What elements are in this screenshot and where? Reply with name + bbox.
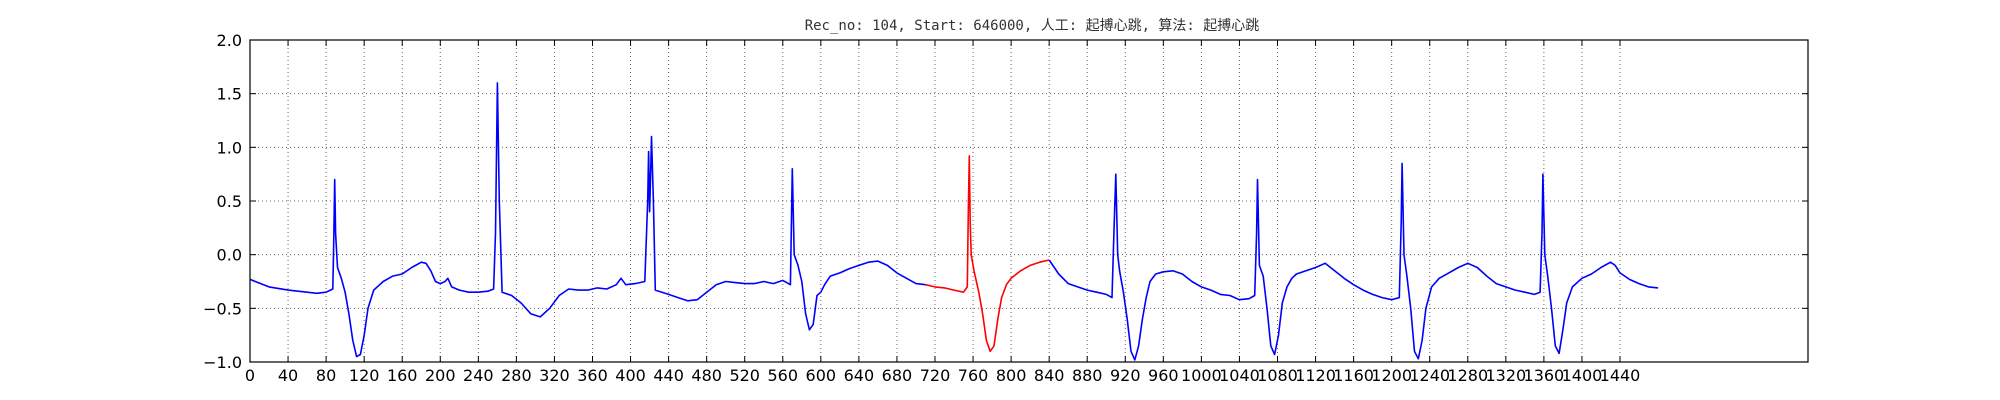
y-tick-label: −0.5 [203,299,242,318]
x-tick-label: 40 [278,366,298,385]
x-axis-ticks: 0 40 80 120 160 200 240 280 320 360 400 440 480 520 56… [245,40,1640,385]
series-layer [249,82,1659,361]
x-tick-label: 800 [996,366,1027,385]
x-tick-label: 1240 [1409,366,1450,385]
x-tick-label: 1360 [1524,366,1565,385]
y-axis-ticks: −1.0 −0.5 0.0 0.5 1.0 1.5 2.0 [203,31,1808,372]
y-tick-label: 1.5 [217,85,242,104]
y-tick-label: 2.0 [217,31,242,50]
x-tick-label: 920 [1110,366,1141,385]
x-tick-label: 160 [387,366,418,385]
x-tick-label: 280 [501,366,532,385]
x-tick-label: 1040 [1219,366,1260,385]
chart-title: Rec_no: 104, Start: 646000, 人工: 起搏心跳, 算法… [805,17,1260,34]
x-tick-label: 720 [920,366,951,385]
ecg-series-2 [925,155,1050,353]
y-tick-label: 1.0 [217,138,242,157]
x-tick-label: 1120 [1295,366,1336,385]
x-tick-label: 80 [316,366,336,385]
x-tick-label: 480 [691,366,722,385]
x-tick-label: 1200 [1371,366,1412,385]
x-tick-label: 680 [882,366,913,385]
y-tick-label: 0.5 [217,192,242,211]
y-tick-label: 0.0 [217,246,242,265]
x-tick-label: 400 [615,366,646,385]
x-tick-label: 880 [1072,366,1103,385]
x-tick-label: 1280 [1447,366,1488,385]
x-tick-label: 640 [844,366,875,385]
y-tick-label: −1.0 [203,353,242,372]
x-tick-label: 1440 [1600,366,1641,385]
grid-lines [250,40,1808,362]
ecg-series-1 [249,82,926,358]
x-tick-label: 520 [729,366,760,385]
x-tick-label: 1080 [1257,366,1298,385]
x-tick-label: 760 [958,366,989,385]
x-tick-label: 440 [653,366,684,385]
x-tick-label: 560 [768,366,799,385]
x-tick-label: 840 [1034,366,1065,385]
x-tick-label: 960 [1148,366,1179,385]
ecg-series-3 [1048,162,1659,361]
x-tick-label: 1160 [1333,366,1374,385]
x-tick-label: 0 [245,366,255,385]
x-tick-label: 1320 [1485,366,1526,385]
x-tick-label: 320 [539,366,570,385]
x-tick-label: 120 [349,366,380,385]
x-tick-label: 360 [577,366,608,385]
x-tick-label: 200 [425,366,456,385]
x-tick-label: 600 [806,366,837,385]
x-tick-label: 1000 [1181,366,1222,385]
x-tick-label: 1400 [1562,366,1603,385]
x-tick-label: 240 [463,366,494,385]
